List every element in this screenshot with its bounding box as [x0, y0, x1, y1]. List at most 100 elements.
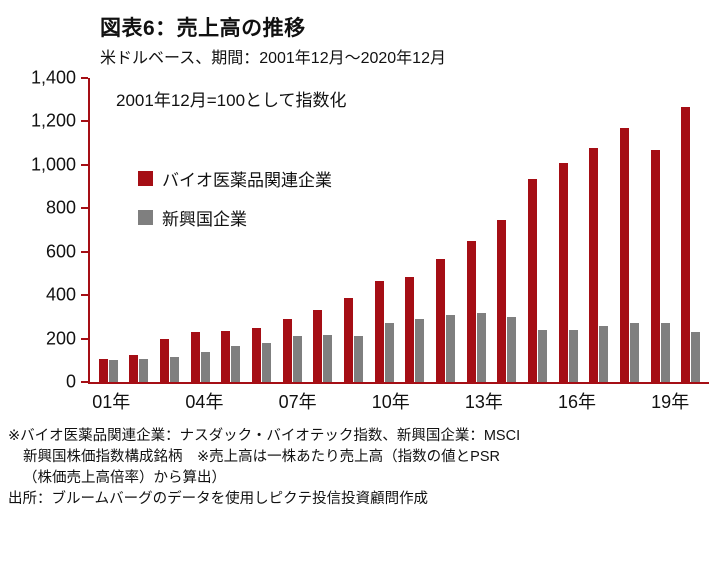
bar-emerging: [660, 323, 670, 382]
bar-emerging: [170, 357, 180, 382]
legend-swatch-emerging: [138, 210, 153, 225]
bar-emerging: [476, 312, 486, 382]
bar-biopharma: [98, 359, 108, 382]
bar-biopharma: [190, 332, 200, 382]
bar-emerging: [292, 336, 302, 382]
bar-emerging: [538, 329, 548, 382]
index-annotation: 2001年12月=100として指数化: [116, 91, 347, 110]
bar-emerging: [139, 359, 149, 382]
bar-emerging: [323, 335, 333, 382]
bar-emerging: [354, 336, 364, 382]
y-axis-tick-label: 1,400: [30, 67, 76, 88]
bar-biopharma: [252, 327, 262, 382]
bar-biopharma: [681, 107, 691, 382]
bar-group: [614, 78, 645, 382]
bar-biopharma: [129, 354, 139, 382]
bar-biopharma: [282, 319, 292, 382]
y-axis-tick-label: 600: [45, 241, 76, 262]
bar-group: [675, 78, 706, 382]
bar-group: [154, 78, 185, 382]
legend-item-bio: バイオ医薬品関連企業: [138, 166, 332, 191]
bar-emerging: [200, 351, 210, 382]
x-axis-tick-label: 13年: [464, 392, 503, 412]
bar-biopharma: [221, 330, 231, 382]
bar-emerging: [231, 346, 241, 382]
x-axis: 01年 04年 07年 10年 13年 16年 19年: [88, 384, 709, 416]
legend-item-emerging: 新興国企業: [138, 205, 332, 230]
y-axis-tick-mark: [81, 381, 88, 383]
x-axis-tick-label: 07年: [278, 392, 317, 412]
footnote-line: ※バイオ医薬品関連企業：ナスダック・バイオテック指数、新興国企業：MSCI: [8, 428, 521, 444]
bar-emerging: [262, 342, 272, 382]
bar-biopharma: [558, 162, 568, 382]
chart-subtitle: 米ドルベース、期間：2001年12月～2020年12月: [100, 50, 446, 67]
bar-series-container: [90, 78, 709, 382]
y-axis-tick-label: 0: [65, 371, 76, 392]
bar-group: [369, 78, 400, 382]
chart-region: 1,400 1,200 1,000 800 600 400 200 0 2001年12月=10…: [8, 68, 709, 392]
bar-group: [93, 78, 124, 382]
y-axis-tick-mark: [81, 77, 88, 79]
bar-emerging: [415, 319, 425, 382]
bar-group: [400, 78, 431, 382]
bar-biopharma: [436, 259, 446, 382]
bar-emerging: [384, 323, 394, 382]
bar-group: [492, 78, 523, 382]
legend-label-bio: バイオ医薬品関連企業: [162, 171, 332, 190]
bar-group: [584, 78, 615, 382]
y-axis-tick-mark: [81, 250, 88, 253]
bar-biopharma: [528, 178, 538, 382]
bar-biopharma: [160, 338, 170, 382]
bar-biopharma: [344, 298, 354, 382]
bar-group: [308, 78, 339, 382]
footer-notes: ※バイオ医薬品関連企業：ナスダック・バイオテック指数、新興国企業：MSCI 新興国…: [8, 426, 709, 510]
chart-title: 図表6：売上高の推移: [100, 17, 306, 40]
y-axis-tick-label: 1,000: [30, 154, 76, 175]
bar-group: [553, 78, 584, 382]
y-axis-tick-mark: [81, 337, 88, 340]
bar-emerging: [599, 325, 609, 382]
bar-group: [277, 78, 308, 382]
y-axis-tick-label: 400: [45, 284, 76, 305]
bar-biopharma: [405, 276, 415, 382]
bar-group: [645, 78, 676, 382]
y-axis-tick-mark: [81, 120, 88, 123]
bar-group: [430, 78, 461, 382]
x-axis-tick-label: 04年: [185, 392, 224, 412]
source-line: 出所：ブルームバーグのデータを使用しピクテ投信投資顧問作成: [8, 491, 429, 508]
footnote-line: （株価売上高倍率）から算出）: [23, 470, 226, 487]
chart-header: 図表6：売上高の推移 米ドルベース、期間：2001年12月～2020年12月: [100, 12, 709, 68]
bar-group: [522, 78, 553, 382]
legend-label-emerging: 新興国企業: [162, 210, 247, 229]
x-axis-tick-label: 10年: [371, 392, 410, 412]
bar-biopharma: [466, 240, 476, 382]
bar-group: [216, 78, 247, 382]
footnote-line: 新興国株価指数構成銘柄 ※売上高は一株あたり売上高（指数の値とPSR: [23, 449, 500, 466]
y-axis-tick-mark: [81, 294, 88, 297]
y-axis-tick-mark: [81, 207, 88, 210]
y-axis: 1,400 1,200 1,000 800 600 400 200 0: [8, 68, 88, 392]
y-axis-tick-label: 200: [45, 328, 76, 349]
bar-emerging: [446, 314, 456, 382]
y-axis-tick-mark: [81, 163, 88, 166]
bar-emerging: [568, 329, 578, 382]
x-axis-tick-label: 16年: [558, 392, 597, 412]
legend: バイオ医薬品関連企業 新興国企業: [138, 166, 332, 244]
bar-emerging: [108, 360, 118, 382]
bar-biopharma: [313, 310, 323, 382]
bar-emerging: [629, 323, 639, 382]
x-axis-tick-label: 19年: [651, 392, 690, 412]
plot-area: 2001年12月=100として指数化 バイオ医薬品関連企業 新興国企業: [88, 78, 709, 384]
bar-group: [124, 78, 155, 382]
bar-group: [185, 78, 216, 382]
bar-emerging: [507, 316, 517, 382]
y-axis-tick-label: 800: [45, 197, 76, 218]
bar-biopharma: [374, 281, 384, 382]
y-axis-tick-label: 1,200: [30, 110, 76, 131]
legend-swatch-bio: [138, 171, 153, 186]
bar-group: [461, 78, 492, 382]
bar-emerging: [691, 332, 701, 382]
bar-group: [338, 78, 369, 382]
x-axis-tick-label: 01年: [92, 392, 131, 412]
